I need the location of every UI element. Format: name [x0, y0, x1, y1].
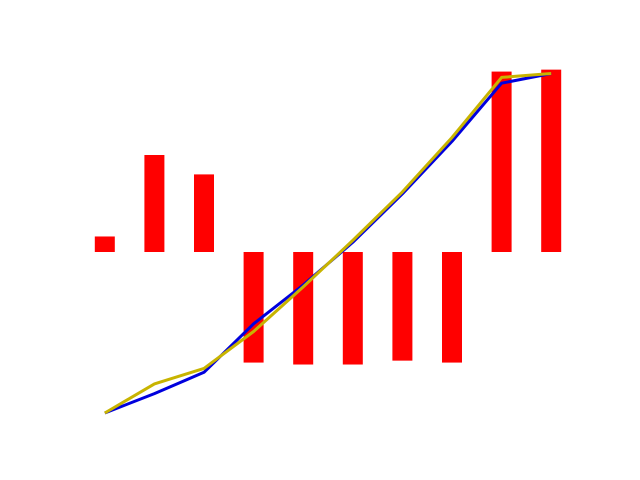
line-series-2 — [104, 72, 552, 415]
bar-5 — [293, 252, 314, 365]
bar-6 — [342, 252, 363, 365]
bar-7 — [392, 252, 413, 361]
bar-9 — [491, 71, 512, 252]
bar-3 — [194, 174, 214, 252]
bar-4 — [243, 252, 264, 363]
bar-1 — [94, 236, 115, 252]
line-series-1 — [104, 72, 552, 415]
bar-10 — [541, 69, 562, 252]
bar-8 — [442, 252, 462, 363]
line-series-group — [104, 72, 552, 415]
bar-2 — [144, 155, 165, 252]
bar-series — [94, 69, 562, 365]
